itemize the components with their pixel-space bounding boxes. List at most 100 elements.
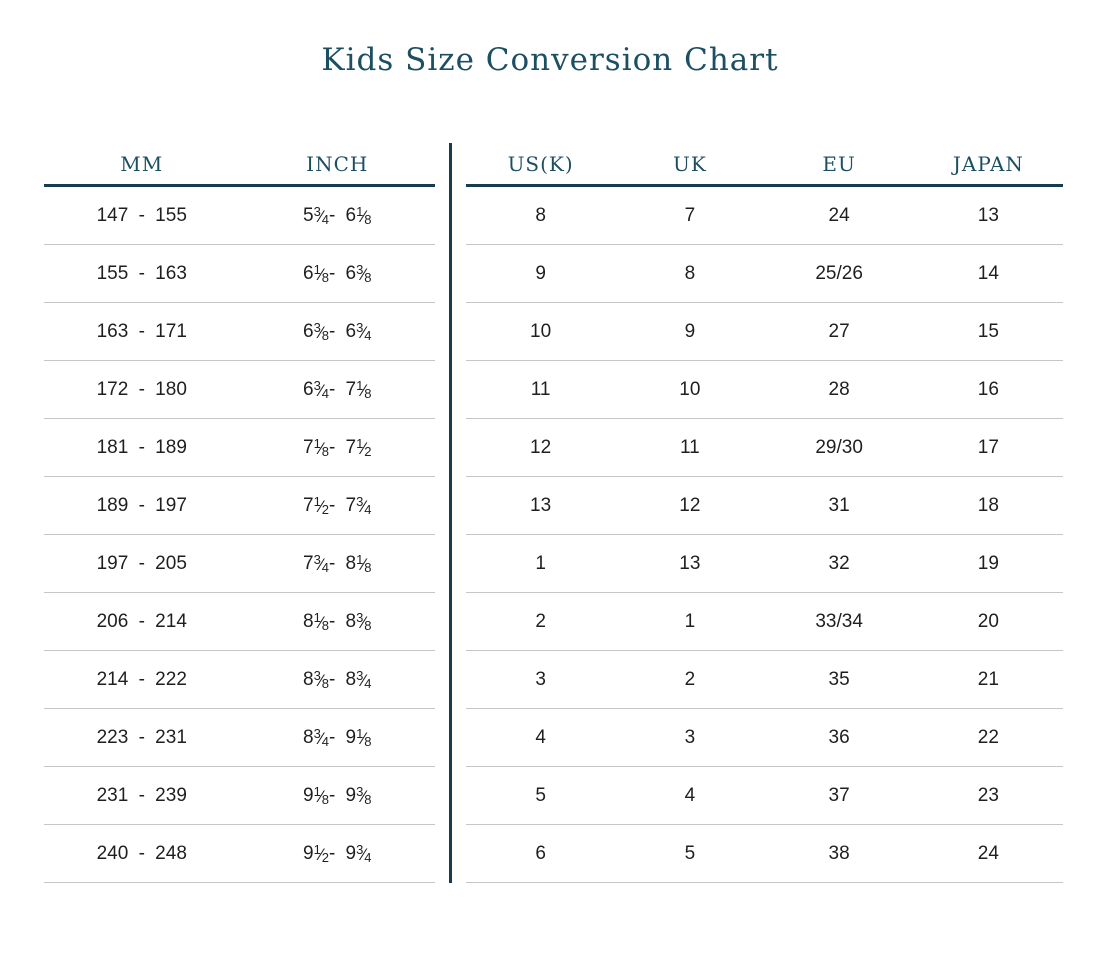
column-header-inch: INCH (306, 151, 369, 176)
fraction: 1⁄8 (356, 725, 372, 749)
cell-japan: 19 (977, 552, 999, 574)
cell-inch: 7 1⁄2 - 7 3⁄4 (303, 493, 372, 517)
cell-mm: 214 - 222 (96, 668, 187, 690)
cell-eu: 33/34 (815, 610, 863, 632)
cell-japan: 20 (977, 610, 999, 632)
table-row: 5 4 37 23 (466, 767, 1063, 826)
cell-uk: 3 (684, 726, 696, 748)
cell-japan: 15 (977, 320, 999, 342)
cell-us-k: 13 (530, 494, 552, 516)
fraction: 1⁄2 (313, 493, 329, 517)
table-row: 2 1 33/34 20 (466, 593, 1063, 652)
fraction: 3⁄8 (313, 667, 329, 691)
fraction: 1⁄8 (356, 551, 372, 575)
fraction: 3⁄8 (356, 783, 372, 807)
table-row: 1 13 32 19 (466, 535, 1063, 594)
table-row: 10 9 27 15 (466, 303, 1063, 362)
conversion-tables: MM INCH 147 - 155 5 3⁄4 - 6 1⁄8 155 - 163 6 1⁄8… (0, 143, 1100, 884)
fraction: 1⁄8 (313, 609, 329, 633)
cell-inch: 7 3⁄4 - 8 1⁄8 (303, 551, 372, 575)
cell-mm: 181 - 189 (96, 436, 187, 458)
table-international-sizes: US(K) UK EU JAPAN 8 7 24 13 9 8 25/26 14 10 9 27 15 11 1… (466, 143, 1063, 884)
table-row: 214 - 222 8 3⁄8 - 8 3⁄4 (44, 651, 435, 710)
table-foot-length: MM INCH 147 - 155 5 3⁄4 - 6 1⁄8 155 - 163 6 1⁄8… (44, 143, 435, 884)
cell-inch: 6 3⁄8 - 6 3⁄4 (303, 319, 372, 343)
table-header-row: US(K) UK EU JAPAN (466, 143, 1063, 188)
cell-uk: 1 (684, 610, 696, 632)
fraction: 1⁄8 (356, 203, 372, 227)
cell-eu: 32 (828, 552, 850, 574)
cell-inch: 9 1⁄8 - 9 3⁄8 (303, 783, 372, 807)
column-header-us-k: US(K) (507, 151, 574, 176)
cell-uk: 11 (680, 436, 700, 458)
table-header-row: MM INCH (44, 143, 435, 188)
cell-us-k: 10 (530, 320, 552, 342)
cell-us-k: 2 (535, 610, 546, 632)
cell-inch: 8 3⁄4 - 9 1⁄8 (303, 725, 372, 749)
table-row: 240 - 248 9 1⁄2 - 9 3⁄4 (44, 825, 435, 884)
cell-us-k: 5 (535, 784, 546, 806)
cell-uk: 12 (679, 494, 701, 516)
fraction: 1⁄8 (313, 783, 329, 807)
table-row: 9 8 25/26 14 (466, 245, 1063, 304)
cell-inch: 8 3⁄8 - 8 3⁄4 (303, 667, 372, 691)
fraction: 3⁄4 (313, 203, 329, 227)
fraction: 3⁄4 (356, 319, 372, 343)
cell-uk: 2 (684, 668, 696, 690)
fraction: 3⁄8 (313, 319, 329, 343)
table-row: 12 11 29/30 17 (466, 419, 1063, 478)
cell-us-k: 1 (535, 552, 546, 574)
cell-japan: 24 (977, 842, 999, 864)
column-header-eu: EU (822, 151, 856, 176)
cell-mm: 163 - 171 (96, 320, 187, 342)
page-title: Kids Size Conversion Chart (321, 42, 779, 78)
cell-eu: 35 (828, 668, 850, 690)
fraction: 1⁄8 (313, 261, 329, 285)
fraction: 1⁄8 (313, 435, 329, 459)
table-row: 181 - 189 7 1⁄8 - 7 1⁄2 (44, 419, 435, 478)
cell-mm: 197 - 205 (96, 552, 187, 574)
cell-japan: 16 (977, 378, 999, 400)
cell-mm: 240 - 248 (96, 842, 187, 864)
vertical-divider (449, 143, 452, 884)
cell-eu: 25/26 (815, 262, 863, 284)
cell-eu: 37 (828, 784, 850, 806)
fraction: 3⁄4 (313, 377, 329, 401)
cell-japan: 22 (977, 726, 999, 748)
table-row: 6 5 38 24 (466, 825, 1063, 884)
cell-us-k: 3 (535, 668, 546, 690)
cell-mm: 223 - 231 (96, 726, 187, 748)
cell-eu: 27 (828, 320, 850, 342)
cell-inch: 9 1⁄2 - 9 3⁄4 (303, 841, 372, 865)
table-row: 147 - 155 5 3⁄4 - 6 1⁄8 (44, 187, 435, 246)
cell-eu: 28 (828, 378, 850, 400)
cell-us-k: 4 (535, 726, 546, 748)
column-header-mm: MM (120, 151, 164, 176)
cell-japan: 21 (977, 668, 999, 690)
column-header-uk: UK (672, 151, 707, 176)
fraction: 3⁄4 (356, 493, 372, 517)
cell-mm: 189 - 197 (96, 494, 187, 516)
cell-inch: 6 3⁄4 - 7 1⁄8 (303, 377, 372, 401)
table-row: 155 - 163 6 1⁄8 - 6 3⁄8 (44, 245, 435, 304)
cell-mm: 172 - 180 (96, 378, 187, 400)
table-row: 223 - 231 8 3⁄4 - 9 1⁄8 (44, 709, 435, 768)
cell-japan: 18 (977, 494, 999, 516)
table-row: 13 12 31 18 (466, 477, 1063, 536)
cell-eu: 38 (828, 842, 850, 864)
fraction: 1⁄2 (313, 841, 329, 865)
table-body: 8 7 24 13 9 8 25/26 14 10 9 27 15 11 10 28 16 12 11 29/30 1… (466, 187, 1063, 884)
cell-eu: 29/30 (815, 436, 863, 458)
table-row: 231 - 239 9 1⁄8 - 9 3⁄8 (44, 767, 435, 826)
cell-inch: 7 1⁄8 - 7 1⁄2 (303, 435, 372, 459)
cell-us-k: 6 (535, 842, 546, 864)
cell-mm: 231 - 239 (96, 784, 187, 806)
fraction: 1⁄2 (356, 435, 372, 459)
table-row: 3 2 35 21 (466, 651, 1063, 710)
cell-japan: 17 (977, 436, 999, 458)
cell-uk: 8 (684, 262, 696, 284)
cell-mm: 147 - 155 (96, 204, 187, 226)
table-row: 11 10 28 16 (466, 361, 1063, 420)
cell-uk: 4 (684, 784, 696, 806)
table-row: 189 - 197 7 1⁄2 - 7 3⁄4 (44, 477, 435, 536)
